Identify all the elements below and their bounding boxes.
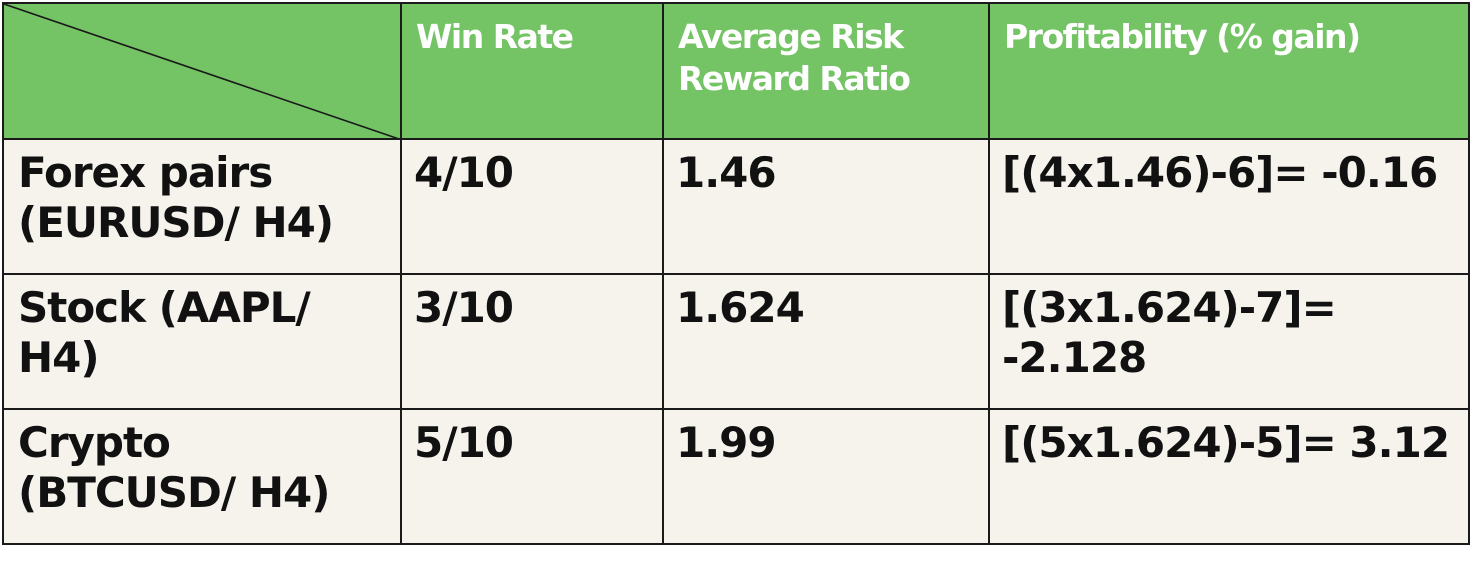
row-label-cell: Crypto (BTCUSD/ H4) [2,408,402,545]
table-row: Forex pairs (EURUSD/ H4) 4/10 1.46 [(4x1… [2,138,1470,275]
win-rate-value: 4/10 [414,148,514,197]
table-header-row: Win Rate Average Risk Reward Ratio Profi… [2,2,1470,140]
row-label-cell: Stock (AAPL/ H4) [2,273,402,410]
profitability-value: [(4x1.46)-6]= -0.16 [1002,148,1438,197]
win-rate-cell: 3/10 [400,273,664,410]
corner-header-cell [2,2,402,140]
table-row: Crypto (BTCUSD/ H4) 5/10 1.99 [(5x1.624)… [2,408,1470,545]
risk-reward-cell: 1.99 [662,408,990,545]
header-win-rate: Win Rate [400,2,664,140]
win-rate-cell: 5/10 [400,408,664,545]
header-profitability: Profitability (% gain) [988,2,1470,140]
header-profitability-label: Profitability (% gain) [1004,17,1361,56]
row-label: Crypto (BTCUSD/ H4) [18,418,330,517]
win-rate-value: 3/10 [414,283,514,332]
win-rate-cell: 4/10 [400,138,664,275]
risk-reward-value: 1.46 [676,148,777,197]
risk-reward-cell: 1.624 [662,273,990,410]
profitability-cell: [(3x1.624)-7]= -2.128 [988,273,1470,410]
header-risk-reward-label: Average Risk Reward Ratio [678,17,911,98]
profitability-cell: [(5x1.624)-5]= 3.12 [988,408,1470,545]
table-row: Stock (AAPL/ H4) 3/10 1.624 [(3x1.624)-7… [2,273,1470,410]
comparison-table-container: Win Rate Average Risk Reward Ratio Profi… [2,2,1470,545]
row-label: Forex pairs (EURUSD/ H4) [18,148,334,247]
header-win-rate-label: Win Rate [416,17,574,56]
profitability-value: [(5x1.624)-5]= 3.12 [1002,418,1450,467]
row-label-cell: Forex pairs (EURUSD/ H4) [2,138,402,275]
risk-reward-cell: 1.46 [662,138,990,275]
profitability-cell: [(4x1.46)-6]= -0.16 [988,138,1470,275]
win-rate-value: 5/10 [414,418,514,467]
row-label: Stock (AAPL/ H4) [18,283,311,382]
diagonal-divider [5,5,396,137]
risk-reward-value: 1.99 [676,418,777,467]
risk-reward-value: 1.624 [676,283,805,332]
profitability-value: [(3x1.624)-7]= -2.128 [1002,283,1337,382]
trading-comparison-table: Win Rate Average Risk Reward Ratio Profi… [2,2,1470,545]
header-risk-reward: Average Risk Reward Ratio [662,2,990,140]
